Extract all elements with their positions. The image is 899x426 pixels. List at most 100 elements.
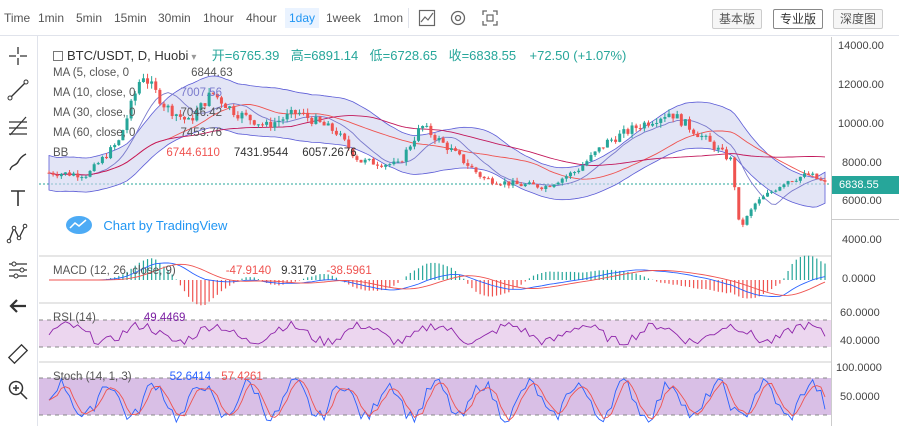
candle-body: [425, 125, 429, 127]
ma5-legend[interactable]: MA (5, close, 0 6844.63: [53, 67, 233, 79]
trend-line-icon[interactable]: [6, 78, 30, 102]
brush-icon[interactable]: [6, 150, 30, 174]
candle-body: [597, 147, 601, 152]
macd-legend[interactable]: MACD (12, 26, close, 9) -47.9140 9.3179 -38…: [53, 265, 372, 277]
candle-body: [564, 176, 568, 179]
candle-body: [548, 186, 552, 188]
candle-body: [651, 123, 655, 126]
back-arrow-icon[interactable]: [6, 294, 30, 318]
indicators-icon[interactable]: [418, 9, 436, 27]
candle-body: [421, 126, 425, 129]
interval-1min[interactable]: 1min: [38, 11, 65, 25]
candle-body: [285, 113, 289, 120]
candle-body: [355, 156, 359, 160]
candle-body: [585, 161, 589, 166]
fib-icon[interactable]: [6, 114, 30, 138]
candle-body: [244, 112, 248, 115]
interval-4hour[interactable]: 4hour: [246, 11, 277, 25]
candle-body: [417, 128, 421, 141]
candle-body: [560, 178, 564, 183]
stoch-axis-tick: 100.0000: [836, 362, 882, 374]
candle-body: [396, 161, 400, 163]
candle-body: [802, 173, 806, 177]
interval-15min[interactable]: 15min: [114, 11, 147, 25]
zoom-icon[interactable]: [6, 378, 30, 402]
settings-gear-icon[interactable]: [449, 9, 467, 27]
candle-body: [659, 118, 663, 123]
mode-pro-button[interactable]: 专业版: [773, 9, 824, 29]
crosshair-icon[interactable]: [6, 44, 30, 68]
candle-body: [228, 106, 232, 109]
candle-body: [351, 148, 355, 157]
candle-body: [359, 159, 363, 163]
candle-body: [737, 187, 741, 220]
interval-1mon[interactable]: 1mon: [373, 11, 404, 25]
stoch-line: [48, 379, 826, 422]
candle-body: [601, 147, 605, 149]
candle-body: [675, 114, 679, 119]
candle-body: [380, 165, 384, 167]
mode-basic-button[interactable]: 基本版: [712, 9, 763, 29]
candle-body: [150, 81, 154, 84]
candle-body: [589, 155, 593, 162]
candle-body: [568, 172, 572, 177]
candle-body: [96, 163, 100, 165]
macd-value-1: -47.9140: [225, 265, 272, 277]
candle-body: [363, 159, 367, 163]
candle-body: [519, 184, 523, 187]
collapse-legend-icon[interactable]: [53, 51, 63, 61]
ma10-legend[interactable]: MA (10, close, 0 7007.56: [53, 87, 222, 99]
text-icon[interactable]: [6, 186, 30, 210]
interval-30min[interactable]: 30min: [158, 11, 191, 25]
rsi-legend[interactable]: RSI (14) 49.4469: [53, 312, 185, 324]
measure-icon[interactable]: [6, 258, 30, 282]
candle-body: [384, 164, 388, 167]
price-chart-canvas[interactable]: [39, 37, 831, 426]
candle-body: [129, 100, 133, 119]
stoch-legend[interactable]: Stoch (14, 1, 3) 52.6414 57.4261: [53, 371, 263, 383]
moving-average-line: [48, 103, 826, 182]
axis-tick: 14000.00: [838, 40, 884, 52]
ma30-legend[interactable]: MA (30, close, 0 7046.42: [53, 107, 222, 119]
mode-depth-button[interactable]: 深度图: [833, 9, 884, 29]
time-label[interactable]: Time: [4, 11, 31, 25]
interval-5min[interactable]: 5min: [76, 11, 103, 25]
candle-body: [141, 78, 145, 83]
candle-body: [486, 178, 490, 180]
candle-body: [92, 164, 96, 171]
change-value: +72.50 (+1.07%): [529, 48, 627, 63]
price-axis[interactable]: 14000.00 12000.00 10000.00 8000.00 6838.…: [831, 37, 899, 426]
interval-1week[interactable]: 1week: [326, 11, 361, 25]
candle-body: [757, 199, 761, 204]
candle-body: [720, 147, 724, 150]
ruler-icon[interactable]: [6, 342, 30, 366]
candle-body: [761, 196, 765, 200]
tradingview-cloud-icon: [66, 216, 92, 234]
candle-body: [154, 81, 158, 90]
stoch-k-value: 52.6414: [169, 371, 212, 383]
interval-1hour[interactable]: 1hour: [203, 11, 234, 25]
ma60-legend[interactable]: MA (60, close, 0 7453.76: [53, 127, 222, 139]
stoch-band: [39, 378, 831, 415]
low-value: 低=6728.65: [369, 48, 438, 63]
pattern-icon[interactable]: [6, 222, 30, 246]
candle-body: [552, 184, 556, 187]
fullscreen-icon[interactable]: [481, 9, 499, 27]
candle-body: [724, 149, 728, 160]
candle-body: [412, 140, 416, 147]
high-value: 高=6891.14: [290, 48, 359, 63]
candle-body: [729, 157, 733, 160]
interval-1day[interactable]: 1day: [285, 8, 320, 28]
candle-body: [80, 177, 84, 179]
candle-body: [774, 190, 778, 192]
symbol-title: BTC/USDT, D, Huobi: [67, 48, 189, 63]
candle-body: [531, 182, 535, 185]
watermark-text: Chart by TradingView: [103, 218, 228, 233]
chevron-down-icon[interactable]: ▾: [191, 52, 197, 63]
candle-body: [495, 183, 499, 185]
bb-legend[interactable]: BB 6744.6110 7431.9544 6057.2676: [53, 147, 357, 159]
candle-body: [261, 124, 265, 126]
bb-label: BB: [53, 147, 69, 159]
candle-body: [577, 170, 581, 173]
candle-body: [544, 186, 548, 190]
